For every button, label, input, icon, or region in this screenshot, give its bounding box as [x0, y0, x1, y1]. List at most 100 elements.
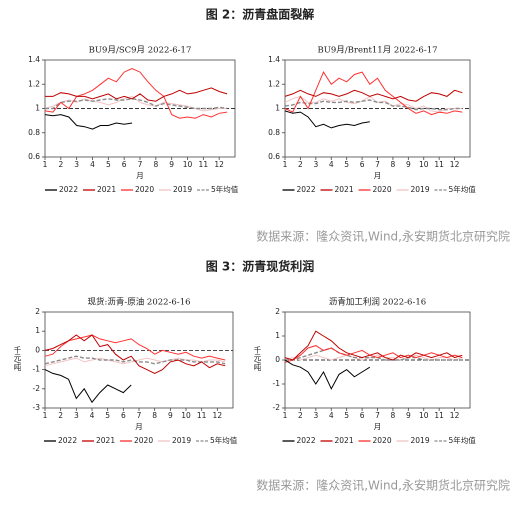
series-line [284, 71, 463, 116]
x-tick-label: 6 [122, 160, 127, 169]
legend-label: 2021 [335, 185, 354, 194]
x-tick-label: 4 [90, 411, 95, 420]
x-tick-label: 7 [137, 411, 142, 420]
series-line [284, 345, 463, 363]
x-axis-label: 月 [135, 422, 143, 431]
x-tick-label: 1 [43, 160, 48, 169]
x-tick-label: 11 [199, 160, 209, 169]
x-tick-label: 10 [419, 160, 429, 169]
y-tick-label: 2 [35, 307, 40, 316]
x-tick-label: 11 [434, 411, 444, 420]
x-tick-label: 12 [450, 160, 460, 169]
x-axis-label: 月 [374, 171, 382, 180]
series-line [284, 330, 463, 361]
x-tick-label: 5 [105, 411, 110, 420]
x-tick-label: 12 [450, 411, 460, 420]
legend-label: 5年均值 [211, 184, 239, 194]
legend-label: 2022 [58, 436, 77, 445]
legend-label: 2019 [411, 436, 430, 445]
x-tick-label: 10 [183, 160, 193, 169]
y-tick-label: -2 [33, 384, 41, 393]
x-tick-label: 10 [419, 411, 429, 420]
x-tick-label: 4 [329, 411, 334, 420]
legend-label: 2019 [172, 436, 191, 445]
legend-label: 2020 [135, 185, 154, 194]
series-line [44, 334, 226, 374]
x-tick-label: 9 [406, 160, 411, 169]
y-tick-label: -1 [273, 379, 281, 388]
x-tick-label: 9 [406, 411, 411, 420]
y-tick-label: 1 [35, 104, 40, 113]
x-tick-label: 9 [169, 160, 174, 169]
series-line [285, 347, 463, 361]
x-tick-label: 6 [121, 411, 126, 420]
chart-title: BU9月/Brent11月 2022-6-17 [317, 46, 437, 56]
x-tick-label: 8 [391, 411, 396, 420]
figure-title: 图 2：沥青盘面裂解 [206, 7, 315, 22]
chart-title: 沥青加工利润 2022-6-16 [329, 297, 426, 308]
series-line [284, 95, 463, 113]
x-axis-label: 月 [374, 422, 382, 431]
series-line [284, 99, 463, 111]
y-tick-label: 0.8 [268, 128, 280, 137]
y-tick-label: 0.6 [268, 152, 280, 161]
legend-label: 2022 [59, 185, 78, 194]
x-tick-label: 1 [43, 411, 48, 420]
x-tick-label: 3 [313, 160, 318, 169]
y-tick-label: 1.2 [268, 79, 280, 88]
plot-frame [44, 59, 236, 158]
x-tick-label: 9 [168, 411, 173, 420]
x-axis-label: 月 [136, 171, 144, 180]
y-tick-label: 1.2 [28, 79, 40, 88]
legend-label: 2020 [373, 185, 392, 194]
x-tick-label: 12 [214, 160, 224, 169]
y-tick-label: -3 [33, 403, 41, 412]
series-line [44, 334, 226, 361]
source-note: 数据来源：隆众资讯,Wind,永安期货北京研究院 [256, 478, 510, 493]
x-tick-label: 6 [360, 160, 365, 169]
x-tick-label: 5 [344, 411, 349, 420]
y-tick-label: 0.6 [28, 152, 40, 161]
series-line [45, 98, 228, 110]
series-line [44, 369, 132, 404]
x-tick-label: 1 [283, 160, 288, 169]
x-tick-label: 2 [298, 160, 303, 169]
y-tick-label: 1 [275, 104, 280, 113]
x-tick-label: 7 [375, 160, 380, 169]
x-tick-label: 5 [344, 160, 349, 169]
legend-label: 2021 [335, 436, 354, 445]
x-tick-label: 6 [360, 411, 365, 420]
y-tick-label: 1.4 [28, 55, 40, 64]
y-tick-label: 2 [275, 307, 280, 316]
series-line [284, 359, 371, 390]
legend-label: 2019 [173, 185, 192, 194]
x-tick-label: 8 [391, 160, 396, 169]
series-line [284, 89, 463, 102]
legend-label: 2022 [297, 185, 316, 194]
y-tick-label: 0 [275, 355, 280, 364]
x-tick-label: 10 [181, 411, 191, 420]
y-tick-label: 1 [275, 331, 280, 340]
y-tick-label: -2 [273, 403, 281, 412]
legend-label: 2020 [134, 436, 153, 445]
x-tick-label: 12 [213, 411, 223, 420]
series-line [45, 87, 228, 102]
y-tick-label: -1 [33, 365, 41, 374]
x-tick-label: 1 [283, 411, 288, 420]
legend-label: 2019 [411, 185, 430, 194]
legend-label: 2021 [97, 185, 116, 194]
chart-title: 现货:沥青-原油 2022-6-16 [87, 297, 190, 308]
y-tick-label: 1.4 [268, 55, 280, 64]
x-tick-label: 7 [138, 160, 143, 169]
legend-label: 2021 [96, 436, 115, 445]
legend-label: 5年均值 [449, 184, 477, 194]
chart-title: BU9月/SC9月 2022-6-17 [89, 46, 192, 56]
x-tick-label: 11 [434, 160, 444, 169]
x-tick-label: 5 [106, 160, 111, 169]
y-tick-label: 0.8 [28, 128, 40, 137]
x-tick-label: 7 [375, 411, 380, 420]
legend-label: 5年均值 [449, 435, 477, 445]
x-tick-label: 4 [90, 160, 95, 169]
x-tick-label: 8 [153, 160, 158, 169]
